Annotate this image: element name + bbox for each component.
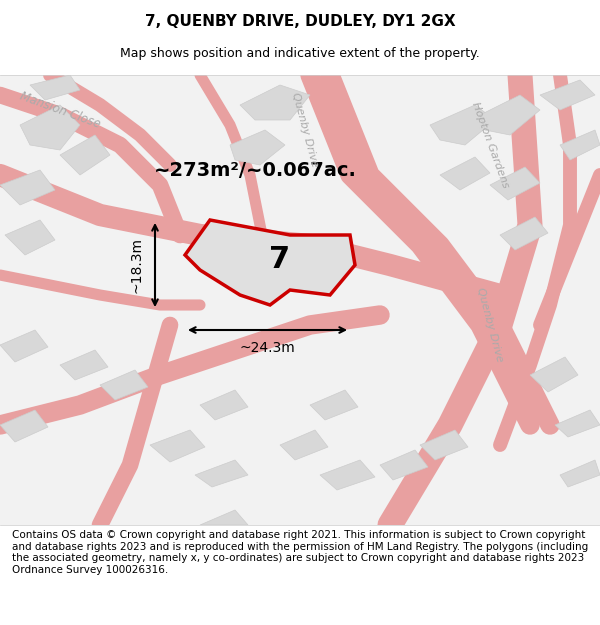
Polygon shape [240,85,310,120]
Text: Quenby Drive: Quenby Drive [290,92,320,168]
Polygon shape [560,130,600,160]
Polygon shape [230,130,285,165]
Polygon shape [280,430,328,460]
Polygon shape [555,410,600,437]
Polygon shape [560,460,600,487]
Polygon shape [185,220,355,305]
Polygon shape [100,370,148,400]
Polygon shape [530,357,578,392]
Text: ~24.3m: ~24.3m [239,341,295,355]
Polygon shape [5,220,55,255]
Polygon shape [420,430,468,460]
Polygon shape [0,330,48,362]
Polygon shape [0,410,48,442]
Text: 7, QUENBY DRIVE, DUDLEY, DY1 2GX: 7, QUENBY DRIVE, DUDLEY, DY1 2GX [145,14,455,29]
Polygon shape [0,170,55,205]
Text: Mansion Close: Mansion Close [18,89,102,131]
Polygon shape [195,460,248,487]
Polygon shape [150,430,205,462]
Polygon shape [20,105,80,150]
Polygon shape [60,350,108,380]
Polygon shape [480,95,540,135]
Polygon shape [310,390,358,420]
Text: ~18.3m: ~18.3m [130,237,144,293]
Text: Quenby Drive: Quenby Drive [475,287,505,363]
Polygon shape [200,390,248,420]
Text: Map shows position and indicative extent of the property.: Map shows position and indicative extent… [120,48,480,61]
Polygon shape [320,460,375,490]
Polygon shape [30,75,80,100]
Polygon shape [490,167,540,200]
Text: Hopton Gardens: Hopton Gardens [470,101,510,189]
Polygon shape [380,450,428,480]
Polygon shape [540,80,595,110]
Text: Contains OS data © Crown copyright and database right 2021. This information is : Contains OS data © Crown copyright and d… [12,530,588,575]
Polygon shape [200,510,248,525]
Polygon shape [500,217,548,250]
Polygon shape [430,105,495,145]
Text: 7: 7 [269,246,290,274]
Text: ~273m²/~0.067ac.: ~273m²/~0.067ac. [154,161,356,179]
Polygon shape [440,157,490,190]
Polygon shape [60,135,110,175]
